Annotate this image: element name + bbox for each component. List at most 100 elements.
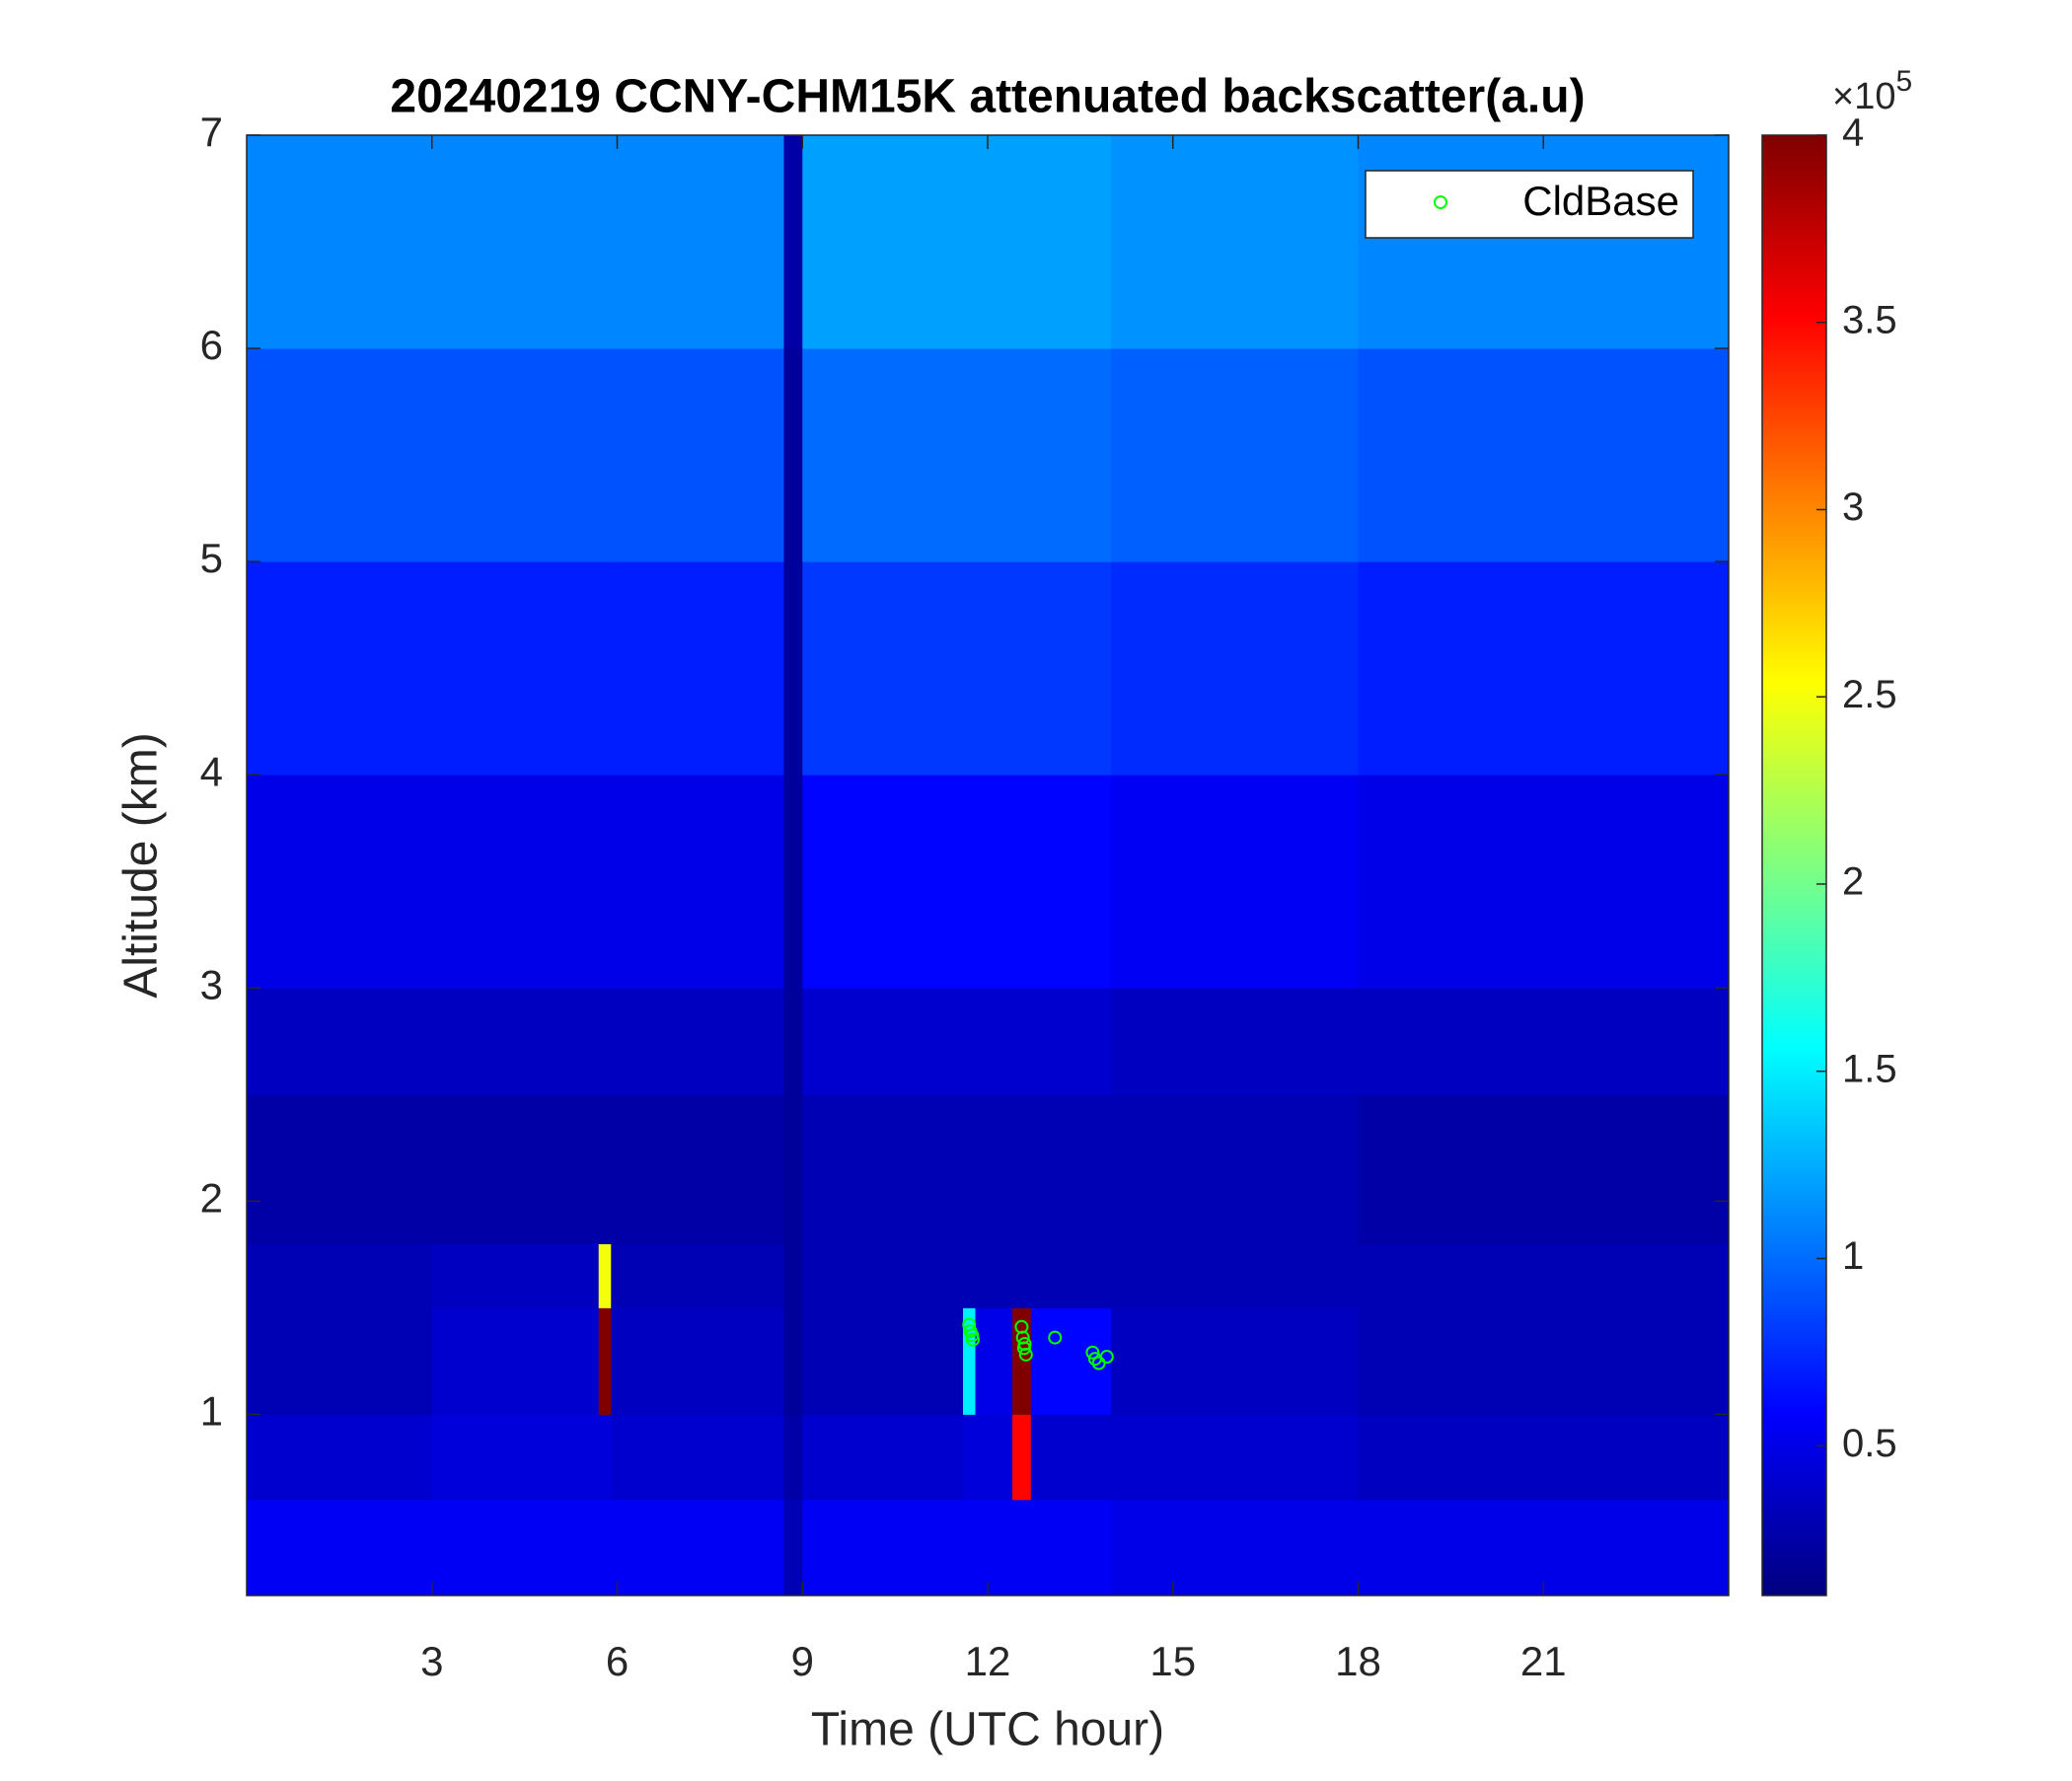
heatmap-cell [975,1307,1013,1415]
heatmap-cell [1111,988,1359,1095]
x-tick-label: 12 [965,1638,1011,1684]
heatmap-cell [247,1414,433,1501]
heatmap-cell [431,1094,600,1245]
heatmap-cell [975,561,1013,776]
heatmap-cell [247,1307,433,1415]
heatmap-cell [431,988,600,1095]
heatmap-cell [598,1414,612,1501]
heatmap-cell [598,1307,612,1415]
heatmap-cell [1030,348,1112,562]
cloud-base-point [1015,1330,1030,1345]
heatmap-cell [975,775,1013,989]
heatmap-cell [962,1243,976,1308]
heatmap-cell [1012,775,1032,989]
heatmap-cell [1030,775,1112,989]
heatmap-cell [783,348,803,562]
y-tick-label: 3 [200,961,223,1007]
heatmap-cell [783,1499,803,1596]
heatmap-cell [1358,775,1730,989]
heatmap-cell [802,561,964,776]
heatmap-cell [1111,1307,1359,1415]
heatmap-cell [1012,135,1032,349]
heatmap-cell [1012,1307,1032,1415]
colorbar-tick-label: 3.5 [1842,298,1897,341]
colorbar-scale: ×105 [1832,65,1912,117]
cloud-base-point [965,1332,980,1347]
cloud-base-point [1014,1319,1029,1334]
heatmap-cell [1111,1414,1359,1501]
heatmap-cell [1030,1243,1112,1308]
heatmap-cell [1111,1094,1359,1245]
heatmap-cell [975,988,1013,1095]
colorbar-tick-label: 0.5 [1842,1422,1897,1465]
heatmap-cell [1111,135,1359,349]
heatmap-cell [962,1307,976,1415]
heatmap-cell [1111,775,1359,989]
heatmap-cell [783,775,803,989]
heatmap-cell [975,135,1013,349]
heatmap-cell [598,1243,612,1308]
heatmap-cell [802,348,964,562]
heatmap-cell [1358,1307,1730,1415]
heatmap-cell [1012,1243,1032,1308]
heatmap-cell [247,348,433,562]
heatmap-cell [962,988,976,1095]
x-tick-label: 21 [1520,1638,1567,1684]
colorbar-tick-label: 4 [1842,111,1864,155]
heatmap-cell [431,1243,600,1308]
heatmap-cell [1030,135,1112,349]
heatmap-cell [611,1414,784,1501]
x-axis-label: Time (UTC hour) [811,1704,1164,1756]
colorbar-tick-label: 1.5 [1842,1047,1897,1090]
heatmap-cell [1358,561,1730,776]
heatmap-cell [247,561,433,776]
y-axis-label: Altitude (km) [115,732,168,998]
heatmap-cell [1358,988,1730,1095]
cloud-base-point [1085,1345,1100,1360]
heatmap-cell [975,1243,1013,1308]
heatmap-cell [975,348,1013,562]
heatmap-cell [962,775,976,989]
heatmap-cell [611,561,784,776]
colorbar-tick-label: 3 [1842,485,1864,529]
heatmap-cell [247,775,433,989]
heatmap-cell [1012,988,1032,1095]
heatmap-cell [802,775,964,989]
heatmap-cell [431,775,600,989]
heatmap-cell [1030,1307,1112,1415]
heatmap-cell [1012,1499,1032,1596]
heatmap-cell [431,348,600,562]
colorbar-tick-label: 2.5 [1842,673,1897,716]
y-tick-label: 6 [200,322,223,368]
heatmap-cell [431,135,600,349]
heatmap-cell [1358,1499,1730,1596]
overlay [246,134,1730,1596]
y-tick-label: 7 [200,109,223,155]
heatmap [247,135,1730,1596]
heatmap-cell [962,1094,976,1245]
heatmap-cell [611,135,784,349]
heatmap-cell [1012,1094,1032,1245]
heatmap-cell [611,1307,784,1415]
legend-marker [1434,195,1447,209]
heatmap-cell [598,135,612,349]
heatmap-cell [1358,1414,1730,1501]
heatmap-cell [802,1414,964,1501]
heatmap-cell [1111,1499,1359,1596]
heatmap-cell [611,1094,784,1245]
cloud-base-point [1017,1337,1032,1352]
heatmap-cell [1111,1243,1359,1308]
x-tick-label: 9 [791,1638,814,1684]
heatmap-cell [783,1243,803,1308]
heatmap-cell [962,1499,976,1596]
heatmap-cell [962,348,976,562]
heatmap-cell [975,1499,1013,1596]
cloud-base-point [1099,1350,1114,1365]
heatmap-cell [783,1307,803,1415]
heatmap-cell [431,1499,600,1596]
heatmap-cell [1012,1414,1032,1501]
colorbar-tick-label: 1 [1842,1234,1864,1278]
heatmap-cell [1111,561,1359,776]
y-tick-label: 1 [200,1387,223,1434]
